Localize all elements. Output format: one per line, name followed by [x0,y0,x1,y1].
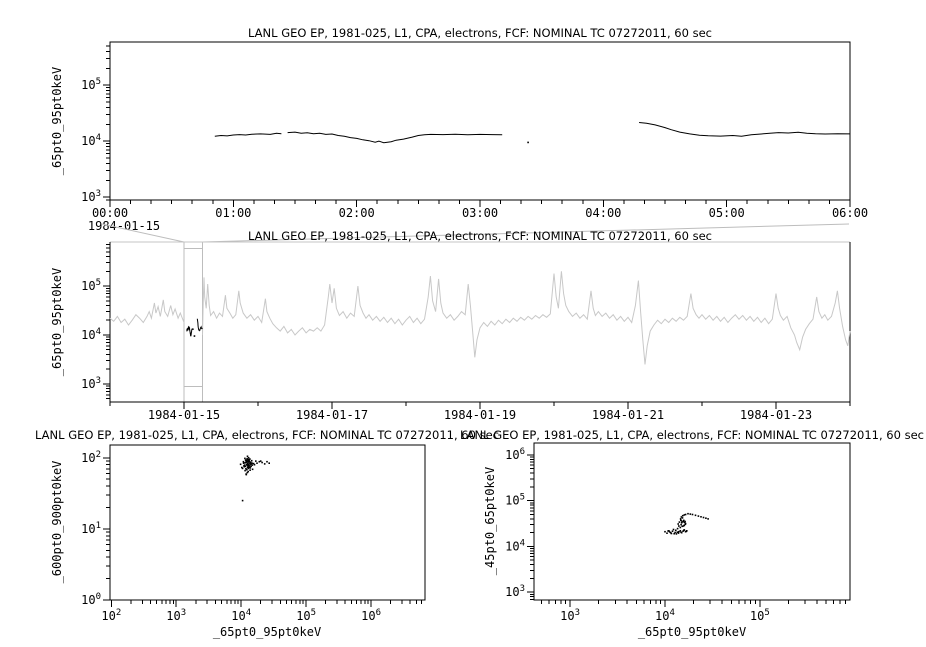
p4-y-axis: 103 104 105 106 [505,447,534,600]
p2-y-axis: 103 104 105 [81,244,110,400]
p1-y-axis: 103 104 105 [81,45,110,204]
x-tick-label: 1984-01-23 [740,408,812,422]
panel3-y-axis-label: _600pt0_900pt0keV [50,460,64,584]
x-tick-label: 06:00 [832,206,868,220]
panel-p4: 103 104 105 106 103 104 105 [505,442,851,623]
panel3-x-axis-label: _65pt0_95pt0keV [212,625,322,639]
context-connector-right [202,223,850,243]
y-tick-label: 101 [81,521,101,536]
y-tick-label: 105 [81,77,101,92]
panel1-y-axis-label: _65pt0_95pt0keV [50,66,64,176]
x-tick-label: 106 [361,608,381,623]
panel2-title: LANL GEO EP, 1981-025, L1, CPA, electron… [248,229,712,243]
series-point-highlight-isolated-point [193,335,196,337]
context-connector-left [101,223,185,243]
x-tick-label: 105 [296,608,316,623]
series-highlight-flux-segment-2 [187,325,195,337]
y-tick-label: 103 [81,376,101,391]
p2-plot-area[interactable] [110,242,850,402]
x-tick-label: 103 [560,608,580,623]
p3-plot-area[interactable] [110,445,425,600]
panel2-y-axis-label: _65pt0_95pt0keV [50,267,64,377]
p4-plot-area[interactable] [534,443,850,600]
highlighted-interval-trace [186,318,203,337]
series-flux-segment-1 [214,132,282,137]
x-tick-label: 102 [101,608,121,623]
x-tick-label: 1984-01-19 [444,408,516,422]
y-tick-label: 104 [81,327,101,342]
x-tick-label: 02:00 [339,206,375,220]
x-axis-date-label: 1984-01-15 [88,219,160,233]
plot-border [533,442,851,601]
y-tick-label: 105 [81,278,101,293]
scatter-points [239,455,270,502]
p3-y-axis: 100 101 102 [81,450,110,607]
p4-x-axis: 103 104 105 [540,600,847,623]
series-flux-segment-3 [639,122,851,137]
x-tick-label: 103 [166,608,186,623]
x-tick-label: 104 [655,608,675,623]
y-tick-label: 104 [81,133,101,148]
panel1-title: LANL GEO EP, 1981-025, L1, CPA, electron… [248,26,712,40]
y-tick-label: 104 [505,538,525,553]
y-tick-label: 100 [81,592,101,607]
p2-x-axis: 1984-01-15 1984-01-17 1984-01-19 1984-01-21… [109,402,851,422]
plot-border [109,444,426,601]
y-tick-label: 102 [81,450,101,465]
y-tick-label: 103 [81,189,101,204]
panel-p3: 100 101 102 102 103 104 105 106 [81,444,426,623]
y-tick-label: 106 [505,447,525,462]
x-tick-label: 1984-01-17 [296,408,368,422]
series-flux-segment-2 [287,131,503,144]
x-tick-label: 00:00 [92,206,128,220]
panel4-y-axis-label: _45pt0_65pt0keV [483,466,497,576]
series-highlight-flux-segment-3 [196,318,203,332]
x-tick-label: 05:00 [709,206,745,220]
series-context-gray-1 [109,299,185,326]
p3-x-axis: 102 103 104 105 106 [101,600,423,623]
x-tick-label: 01:00 [215,206,251,220]
y-tick-label: 105 [505,493,525,508]
series-highlight-flux-segment-1 [186,326,189,333]
x-tick-label: 1984-01-21 [592,408,664,422]
scatter-points [664,512,709,535]
series-point-isolated-point [527,141,529,144]
p1-plot-area[interactable] [110,42,850,200]
series-context-gray-2 [202,271,851,365]
x-tick-label: 03:00 [462,206,498,220]
x-tick-label: 105 [750,608,770,623]
p1-x-axis: 00:00 01:00 02:00 03:00 04:00 05:00 06:00 1984-… [88,200,868,233]
panel4-title: LANL GEO EP, 1981-025, L1, CPA, electron… [460,428,924,442]
x-tick-label: 04:00 [585,206,621,220]
x-tick-label: 104 [231,608,251,623]
y-tick-label: 103 [505,584,525,599]
panel4-x-axis-label: _65pt0_95pt0keV [637,625,747,639]
panel3-title: LANL GEO EP, 1981-025, L1, CPA, electron… [35,428,499,442]
x-tick-label: 1984-01-15 [148,408,220,422]
